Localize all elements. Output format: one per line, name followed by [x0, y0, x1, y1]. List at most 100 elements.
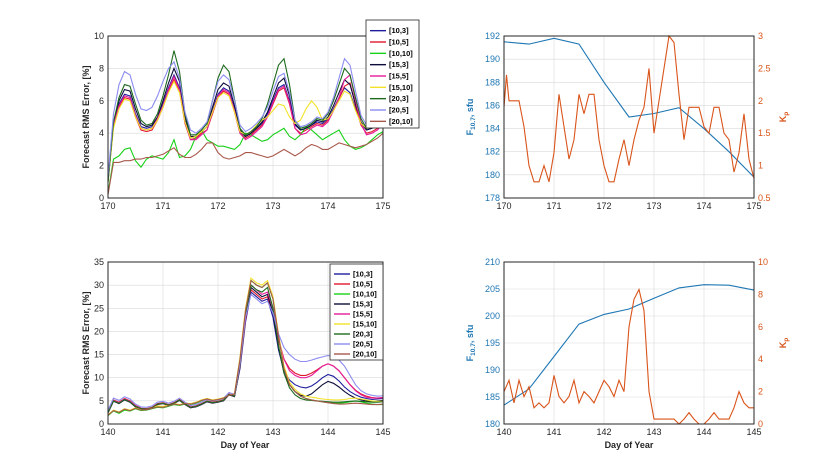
x-tick-label: 170 [496, 201, 511, 211]
series-line [503, 34, 755, 183]
plot-frame [107, 35, 384, 199]
x-axis-title: Day of Year [605, 440, 654, 450]
y-tick-label: 5 [99, 396, 104, 406]
tick-labels: 140 141 142 143 144 145 0 5 10 15 20 25 30 35 [94, 257, 391, 437]
x-tick-label: 172 [596, 201, 611, 211]
panel-bottom-right: 140 141 142 143 144 1451801851901952002052100… [465, 257, 790, 450]
y-tick-label: 30 [94, 280, 104, 290]
y-left-title-sub: 10.7 [470, 117, 477, 130]
tick-labels: 170 171 172 173 174 175 178 180 182 184 186 188 190 1… [485, 31, 771, 211]
series-line [107, 66, 384, 182]
legend-label: [15,5] [353, 310, 373, 319]
legend-label: [10,5] [389, 38, 409, 47]
x-tick-label: 145 [375, 427, 390, 437]
x-tick-label: 143 [646, 427, 661, 437]
y-axis-title: Forecast RMS Error, [%] [81, 291, 91, 394]
x-tick-label: 174 [320, 201, 335, 211]
y-left-title-suffix: , sfu [465, 99, 475, 118]
y-right-tick-label: 0.5 [758, 193, 771, 203]
plot-frame [503, 261, 755, 425]
y-left-title-sub: 10.7 [470, 343, 477, 356]
y-tick-label: 195 [485, 338, 500, 348]
x-tick-label: 173 [265, 201, 280, 211]
series-line [503, 37, 755, 178]
y-right-title-sub: p [783, 338, 790, 342]
y-tick-label: 192 [485, 31, 500, 41]
legend-label: [10,5] [353, 280, 373, 289]
y-right-tick-label: 2 [758, 387, 763, 397]
x-tick-label: 140 [100, 427, 115, 437]
series-line [107, 50, 384, 182]
y-left-title-suffix: , sfu [465, 325, 475, 344]
series-group [503, 284, 755, 425]
y-tick-label: 25 [94, 303, 104, 313]
y-right-title-sub: p [783, 112, 790, 116]
x-tick-label: 141 [155, 427, 170, 437]
legend-label: [10,3] [389, 26, 409, 35]
y-tick-label: 0 [99, 193, 104, 203]
x-tick-label: 140 [496, 427, 511, 437]
y-tick-label: 0 [99, 419, 104, 429]
x-tick-label: 173 [646, 201, 661, 211]
legend: [10,3][10,5][10,10][15,3][15,5][15,10][2… [329, 263, 384, 361]
y-axis-right-title: Kp [778, 112, 790, 123]
x-tick-label: 171 [155, 201, 170, 211]
panel-bottom-left: 140 141 142 143 144 145 0 5 10 15 20 25 30 35 Forecas… [81, 257, 391, 450]
legend-label: [20,5] [389, 106, 409, 115]
y-right-tick-label: 10 [758, 257, 768, 267]
grid [503, 261, 755, 425]
x-tick-label: 171 [546, 201, 561, 211]
x-tick-label: 142 [596, 427, 611, 437]
x-tick-label: 175 [746, 201, 761, 211]
x-tick-label: 143 [265, 427, 280, 437]
series-line [107, 57, 384, 177]
legend-label: [15,10] [389, 83, 413, 92]
x-tick-label: 174 [696, 201, 711, 211]
series-line [107, 73, 384, 179]
series-group [107, 50, 384, 195]
x-tick-label: 142 [210, 427, 225, 437]
y-tick-label: 184 [485, 124, 500, 134]
series-group [503, 34, 755, 183]
grid [107, 35, 384, 199]
y-tick-label: 200 [485, 311, 500, 321]
panel-top-left: 170 171 172 173 174 175 0 2 4 6 8 10 Forecast RMS E… [81, 19, 420, 211]
y-right-tick-label: 4 [758, 354, 763, 364]
x-tick-label: 175 [375, 201, 390, 211]
y-axis-right-title: Kp [778, 338, 790, 349]
y-right-tick-label: 8 [758, 289, 763, 299]
y-axis-left-title: F10.7, sfu [465, 325, 477, 362]
x-tick-label: 141 [546, 427, 561, 437]
legend-label: [10,10] [389, 49, 413, 58]
tick-labels: 170 171 172 173 174 175 0 2 4 6 8 10 [94, 31, 391, 211]
legend-label: [10,10] [353, 290, 377, 299]
y-tick-label: 8 [99, 63, 104, 73]
legend-label: [20,10] [353, 350, 377, 359]
plot-frame [503, 35, 755, 199]
legend-label: [15,5] [389, 72, 409, 81]
legend: [10,3] [10,5] [10,10] [15,3] [15,5] [15,10] [2… [365, 19, 420, 129]
y-tick-label: 210 [485, 257, 500, 267]
x-axis-title: Day of Year [221, 440, 270, 450]
y-tick-label: 6 [99, 96, 104, 106]
legend-label: [15,3] [353, 300, 373, 309]
series-line [503, 284, 755, 406]
legend-label: [15,3] [389, 60, 409, 69]
y-right-tick-label: 1 [758, 161, 763, 171]
x-tick-label: 172 [210, 201, 225, 211]
y-tick-label: 188 [485, 77, 500, 87]
x-tick-label: 144 [696, 427, 711, 437]
y-right-title-main: K [778, 115, 788, 122]
y-right-title-main: K [778, 341, 788, 348]
y-tick-label: 190 [485, 365, 500, 375]
y-right-tick-label: 2.5 [758, 63, 771, 73]
panel-top-right: 170 171 172 173 174 175 178 180 182 184 186 188 190 1… [465, 31, 790, 211]
series-line [107, 78, 384, 181]
y-axis-title: Forecast RMS Error, [%] [81, 65, 91, 168]
legend-label: [20,3] [353, 330, 373, 339]
tick-labels: 140 141 142 143 144 1451801851901952002052100… [485, 257, 768, 437]
y-right-tick-label: 3 [758, 31, 763, 41]
x-tick-label: 145 [746, 427, 761, 437]
x-tick-label: 144 [320, 427, 335, 437]
